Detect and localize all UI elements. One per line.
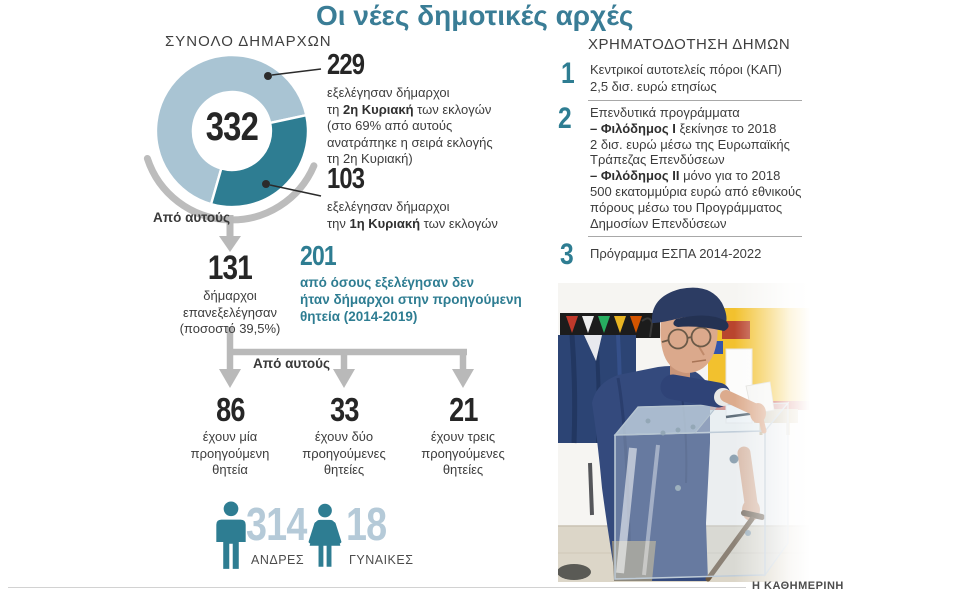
funding2-line7: πόρους μέσω του Προγράμματος xyxy=(590,199,783,215)
funding3-line1: Πρόγραμμα ΕΣΠΑ 2014-2022 xyxy=(590,246,762,261)
funding1-line1: Κεντρικοί αυτοτελείς πόροι (ΚΑΠ) xyxy=(590,62,782,77)
women-label: ΓΥΝΑΙΚΕΣ xyxy=(349,553,414,567)
callout-dot-229 xyxy=(264,72,272,80)
donut-segment-second-sunday xyxy=(154,53,308,206)
value-21: 21 xyxy=(448,391,478,428)
male-icon xyxy=(216,501,246,569)
callout-103: 103 εξελέγησαν δήμαρχοι την 1η Κυριακή τ… xyxy=(327,164,498,232)
reelected-line1: δήμαρχοι xyxy=(203,288,257,303)
voting-photo xyxy=(558,283,810,582)
terms3-line2: προηγούμενες xyxy=(421,445,505,461)
photo-fade xyxy=(558,283,810,582)
down-arrow-icon xyxy=(219,236,241,252)
new-mayors-line1: από όσους εξελέγησαν δεν xyxy=(300,275,475,290)
terms-column-3: 21 έχουν τρεις προηγούμενες θητείες xyxy=(398,392,528,479)
reelected-line2: επανεξελέγησαν xyxy=(182,304,278,320)
callout-dot-103 xyxy=(262,180,270,188)
text-part-bold: – Φιλόδημος Ι xyxy=(590,120,676,136)
funding-divider-1 xyxy=(588,100,802,101)
text-part: των εκλογών xyxy=(420,215,498,231)
text-part-bold: 2η Κυριακή xyxy=(342,101,414,117)
from-these-label-2: Από αυτούς xyxy=(253,356,331,371)
funding2-line5: – Φιλόδημος ΙΙ μόνο για το 2018 xyxy=(590,168,801,184)
terms2-line2: προηγούμενες xyxy=(302,445,386,461)
female-icon xyxy=(308,503,342,567)
funding-item-1: Κεντρικοί αυτοτελείς πόροι (ΚΑΠ) 2,5 δισ… xyxy=(590,62,782,95)
funding2-line8: Δημοσίων Επενδύσεων xyxy=(590,215,727,231)
value-201: 201 xyxy=(300,240,337,271)
down-arrow-icon xyxy=(452,369,474,388)
donut-segment-first-sunday xyxy=(209,113,310,209)
down-arrow-icon xyxy=(333,369,355,388)
bottom-rule xyxy=(8,587,746,588)
men-label: ΑΝΔΡΕΣ xyxy=(251,553,305,567)
funding-item-3-number: 3 xyxy=(560,238,574,271)
text-part: των εκλογών xyxy=(413,101,492,117)
funding1-line2: 2,5 δισ. ευρώ ετησίως xyxy=(590,78,717,94)
value-33: 33 xyxy=(329,391,359,428)
funding2-line1: Επενδυτικά προγράμματα xyxy=(590,105,740,120)
text-part: ξεκίνησε το 2018 xyxy=(675,120,777,136)
terms1-line3: θητεία xyxy=(212,462,248,477)
new-mayors-line3: θητεία (2014-2019) xyxy=(300,309,418,324)
funding2-line2: – Φιλόδημος Ι ξεκίνησε το 2018 xyxy=(590,121,801,137)
callout-229-line2: τη 2η Κυριακή των εκλογών xyxy=(327,102,493,119)
text-part-bold: – Φιλόδημος ΙΙ xyxy=(590,168,680,184)
publisher-logo: Η ΚΑΘΗΜΕΡΙΝΗ xyxy=(752,580,844,592)
funding-item-3: Πρόγραμμα ΕΣΠΑ 2014-2022 xyxy=(590,246,761,263)
callout-229: 229 εξελέγησαν δήμαρχοι τη 2η Κυριακή τω… xyxy=(327,50,493,168)
funding2-line6: 500 εκατομμύρια ευρώ από εθνικούς xyxy=(590,183,802,199)
funding-item-1-number: 1 xyxy=(561,57,575,90)
text-part-bold: 1η Κυριακή xyxy=(349,215,421,231)
new-mayors-line2: ήταν δήμαρχοι στην προηγούμενη xyxy=(300,292,522,307)
text-part: μόνο για το 2018 xyxy=(679,168,781,184)
new-mayors-block: 201 από όσους εξελέγησαν δεν ήταν δήμαρχ… xyxy=(300,241,522,325)
value-229: 229 xyxy=(327,49,365,81)
men-count: 314 xyxy=(246,498,307,550)
callout-229-line3: (στο 69% από αυτούς xyxy=(327,118,453,133)
reelected-line3: (ποσοστό 39,5%) xyxy=(179,321,281,336)
callout-229-line4: ανατράπηκε η σειρά εκλογής xyxy=(327,134,493,150)
callout-line-103 xyxy=(269,184,322,197)
women-count: 18 xyxy=(346,498,387,550)
value-131: 131 xyxy=(207,249,253,287)
terms2-line3: θητείες xyxy=(323,462,365,477)
total-mayors-number: 332 xyxy=(205,105,259,149)
callout-103-line1: εξελέγησαν δήμαρχοι xyxy=(327,199,450,214)
terms1-line2: προηγούμενη xyxy=(190,445,270,461)
terms3-line1: έχουν τρεις xyxy=(430,429,496,444)
terms-column-2: 33 έχουν δύο προηγούμενες θητείες xyxy=(279,392,409,479)
funding2-line3: 2 δισ. ευρώ μέσω της Ευρωπαϊκής xyxy=(590,136,790,152)
text-part: την xyxy=(327,215,350,231)
down-arrow-icon xyxy=(219,369,241,388)
funding-section-title: ΧΡΗΜΑΤΟΔΟΤΗΣΗ ΔΗΜΩΝ xyxy=(588,36,791,53)
text-part: τη xyxy=(327,101,343,117)
mayors-section-title: ΣΥΝΟΛΟ ΔΗΜΑΡΧΩΝ xyxy=(165,33,332,50)
callout-229-line5: τη 2η Κυριακή) xyxy=(327,151,413,166)
terms3-line3: θητείες xyxy=(442,462,484,477)
value-86: 86 xyxy=(215,391,245,428)
terms2-line1: έχουν δύο xyxy=(314,429,374,444)
funding-item-2-number: 2 xyxy=(558,102,572,135)
from-these-label-1: Από αυτούς xyxy=(153,210,231,225)
reelected-block: 131 δήμαρχοι επανεξελέγησαν (ποσοστό 39,… xyxy=(160,250,300,338)
funding-item-2: Επενδυτικά προγράμματα – Φιλόδημος Ι ξεκ… xyxy=(590,105,801,231)
callout-103-line2: την 1η Κυριακή των εκλογών xyxy=(327,216,498,233)
terms1-line1: έχουν μία xyxy=(202,429,258,444)
terms-column-1: 86 έχουν μία προηγούμενη θητεία xyxy=(165,392,295,479)
funding-divider-2 xyxy=(588,236,802,237)
mayors-diagram xyxy=(143,53,474,388)
page-title: Οι νέες δημοτικές αρχές xyxy=(316,0,634,31)
funding2-line4: Τράπεζας Επενδύσεων xyxy=(590,152,725,168)
callout-line-229 xyxy=(271,68,322,76)
callout-229-line1: εξελέγησαν δήμαρχοι xyxy=(327,85,450,100)
value-103: 103 xyxy=(327,163,365,195)
donut-total: 332 xyxy=(192,106,272,148)
